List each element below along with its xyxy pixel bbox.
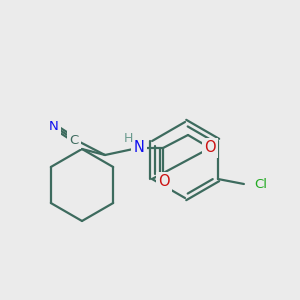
Text: N: N bbox=[134, 140, 144, 154]
Text: H: H bbox=[123, 131, 133, 145]
Text: Cl: Cl bbox=[254, 178, 267, 191]
Text: O: O bbox=[158, 175, 170, 190]
Text: C: C bbox=[69, 134, 79, 146]
Text: N: N bbox=[49, 119, 59, 133]
Text: O: O bbox=[204, 140, 216, 155]
